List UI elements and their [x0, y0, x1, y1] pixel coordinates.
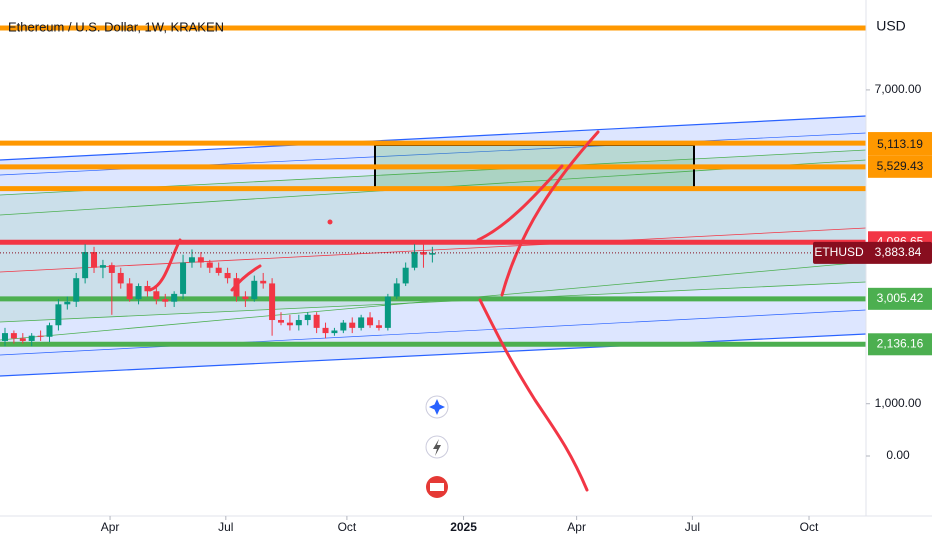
- candle-body: [171, 293, 178, 302]
- y-tick-label: 0.00: [886, 448, 910, 462]
- candle-body: [197, 257, 204, 263]
- candle-body: [393, 283, 400, 297]
- candle-body: [331, 330, 338, 334]
- candle-body: [251, 280, 258, 300]
- candle-body: [37, 335, 44, 337]
- candle-body: [1, 333, 8, 341]
- x-tick-label: Oct: [338, 520, 357, 534]
- candle-body: [55, 304, 62, 326]
- candle-body: [46, 325, 53, 337]
- freehand-path: [148, 238, 182, 292]
- candle-body: [73, 278, 80, 302]
- candle-body: [411, 252, 418, 268]
- marker-dot: [327, 219, 333, 225]
- candle-body: [295, 320, 302, 326]
- last-price-symbol: ETHUSD: [814, 245, 864, 259]
- last-price-box: [813, 241, 932, 264]
- level-label: 2,136.16: [877, 336, 924, 350]
- candle-body: [304, 314, 311, 321]
- x-tick-label: 2025: [450, 520, 477, 534]
- candle-body: [233, 278, 240, 297]
- candle-body: [153, 291, 160, 300]
- freehand-path: [476, 164, 564, 242]
- candle-body: [108, 265, 115, 273]
- candle-body: [135, 286, 142, 300]
- channel-fill: [0, 116, 866, 376]
- level-label-box: [868, 155, 932, 178]
- candle-body: [28, 335, 35, 341]
- level-label-box: [868, 133, 932, 156]
- candle-body: [144, 286, 151, 292]
- candle-body: [126, 283, 133, 300]
- candle-body: [180, 262, 187, 294]
- y-tick-label: 1,000.00: [875, 396, 922, 410]
- candle-body: [215, 267, 222, 273]
- candle-body: [269, 283, 276, 321]
- freehand-path: [230, 264, 262, 292]
- candle-body: [384, 296, 391, 328]
- icon-glyph: [429, 399, 445, 415]
- y-tick-label: 7,000.00: [875, 82, 922, 96]
- chart-title: Ethereum / U.S. Dollar, 1W, KRAKEN: [8, 19, 224, 34]
- candle-body: [340, 322, 347, 331]
- last-price-label: 3,883.84: [875, 245, 922, 259]
- candle-body: [206, 262, 213, 268]
- candle-body: [19, 338, 26, 341]
- candle-body: [429, 253, 436, 255]
- candle-body: [188, 257, 195, 263]
- candles: [1, 244, 436, 347]
- level-label-box: [868, 333, 932, 356]
- candle-body: [91, 252, 98, 268]
- trend-line: [0, 227, 867, 273]
- candle-body: [322, 327, 329, 334]
- icon-glyph: [433, 439, 441, 456]
- candle-body: [349, 322, 356, 328]
- currency[interactable]: USD: [876, 18, 906, 34]
- candle-body: [375, 325, 382, 328]
- freehand: [148, 130, 600, 492]
- x-tick-label: Apr: [567, 520, 586, 534]
- candle-body: [82, 252, 89, 279]
- icon-glyph: [430, 483, 444, 491]
- channel-line: [0, 281, 867, 323]
- candle-body: [367, 317, 374, 326]
- candle-body: [260, 280, 267, 284]
- candle-body: [224, 272, 231, 279]
- candle-body: [64, 301, 71, 305]
- candle-body: [358, 317, 365, 328]
- icons: [425, 395, 449, 498]
- candle-body: [278, 320, 285, 323]
- levels: [0, 25, 866, 347]
- level-label: 5,529.43: [877, 159, 924, 173]
- candle-body: [162, 299, 169, 302]
- freehand-path: [478, 298, 589, 492]
- freehand-path: [500, 130, 600, 297]
- channel-line: [0, 333, 867, 377]
- candle-body: [10, 333, 17, 339]
- x-tick-label: Oct: [800, 520, 819, 534]
- candle-body: [242, 296, 249, 300]
- x-tick-label: Jul: [218, 520, 233, 534]
- level-label: 3,005.42: [877, 291, 924, 305]
- candle-body: [117, 272, 124, 284]
- channel-line: [0, 309, 867, 356]
- price-axis: [866, 0, 932, 550]
- channel-fill: [0, 150, 866, 322]
- candle-body: [99, 265, 106, 268]
- candle-body: [313, 314, 320, 328]
- candle-body: [286, 322, 293, 326]
- x-tick-label: Apr: [101, 520, 120, 534]
- x-tick-label: Jul: [685, 520, 700, 534]
- level-label-box: [868, 287, 932, 310]
- candle-body: [402, 267, 409, 284]
- channel-line: [0, 115, 867, 161]
- level-label: 5,113.19: [877, 137, 923, 151]
